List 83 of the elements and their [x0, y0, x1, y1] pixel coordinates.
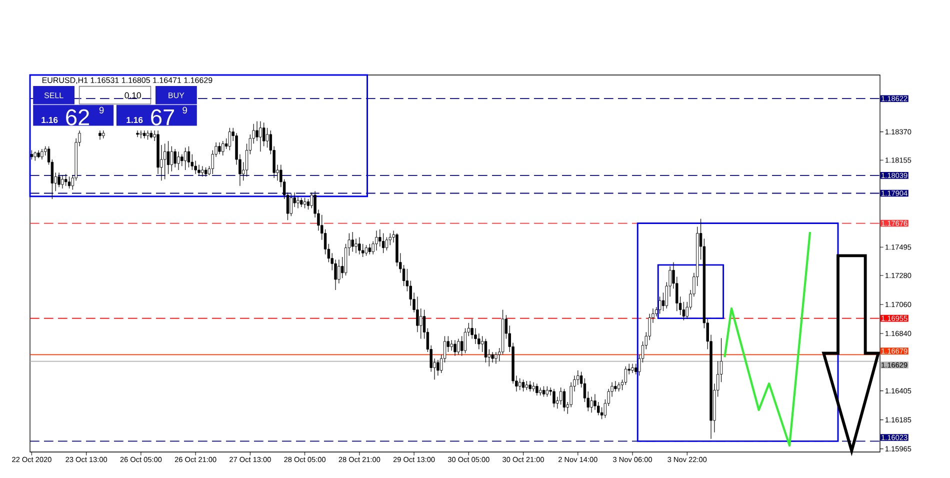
- candlestick: [460, 336, 464, 356]
- candlestick: [180, 154, 184, 166]
- candlestick: [68, 176, 71, 189]
- candlestick: [204, 167, 208, 177]
- candlestick: [494, 352, 498, 364]
- candlestick: [228, 128, 232, 151]
- candlestick: [559, 387, 562, 405]
- candlestick: [385, 236, 388, 251]
- candlestick: [484, 338, 488, 363]
- candlestick: [163, 143, 166, 180]
- candlestick: [457, 338, 460, 355]
- candlestick: [464, 328, 467, 354]
- candlestick: [562, 388, 566, 412]
- candlestick: [338, 259, 340, 284]
- candlestick: [617, 382, 620, 392]
- candlestick: [631, 364, 634, 374]
- candlestick: [300, 197, 303, 208]
- candlestick: [658, 296, 662, 314]
- candlestick: [306, 198, 310, 210]
- candlestick: [542, 386, 546, 398]
- candlestick: [420, 308, 422, 340]
- annotation: 67: [151, 109, 174, 126]
- line-series: [724, 230, 812, 447]
- candlestick: [98, 130, 102, 140]
- candlestick: [174, 148, 176, 168]
- candlestick: [136, 130, 139, 138]
- candlestick: [518, 378, 522, 390]
- candlestick: [266, 128, 269, 148]
- annotation: SELL: [44, 92, 64, 98]
- candlestick: [532, 382, 535, 392]
- candlestick: [590, 396, 593, 413]
- candlestick: [351, 232, 354, 252]
- candlestick: [450, 340, 453, 351]
- candlestick: [201, 166, 204, 177]
- candlestick: [184, 147, 187, 170]
- candlestick: [61, 175, 64, 189]
- candlestick: [64, 174, 68, 186]
- candlestick: [368, 244, 372, 255]
- candlestick: [170, 146, 174, 172]
- candlestick: [187, 146, 190, 168]
- candlestick: [30, 150, 34, 160]
- annotation: 0.10: [124, 92, 141, 98]
- candlestick: [436, 360, 440, 376]
- candlestick: [361, 244, 364, 258]
- annotation: 9: [99, 106, 104, 114]
- candlestick: [454, 340, 456, 356]
- candlestick: [256, 120, 258, 142]
- annotation: 1.16: [126, 116, 143, 124]
- candlestick: [682, 302, 686, 321]
- candlestick: [324, 229, 327, 255]
- candlestick: [166, 140, 170, 174]
- candlestick: [600, 407, 604, 420]
- candlestick: [522, 379, 525, 392]
- candlestick: [34, 151, 36, 162]
- annotation: BUY: [168, 92, 184, 98]
- candlestick: [177, 151, 180, 170]
- candlestick: [614, 380, 617, 392]
- candlestick: [222, 140, 224, 156]
- candlestick: [146, 130, 150, 140]
- candlestick: [303, 197, 306, 209]
- candlestick: [364, 244, 368, 256]
- candlestick: [218, 142, 221, 155]
- candlestick: [358, 236, 361, 255]
- candlestick: [546, 386, 549, 398]
- candlestick: [259, 120, 262, 152]
- candlestick: [528, 380, 532, 392]
- candlestick: [375, 230, 378, 251]
- annotation: 1.16: [42, 116, 58, 124]
- candlestick: [382, 233, 385, 254]
- annotation: 62: [66, 109, 89, 126]
- candlestick: [552, 388, 556, 408]
- chart-title: EURUSD,H1 1.16531 1.16805 1.16471 1.16629: [42, 77, 212, 84]
- candlestick: [354, 238, 358, 254]
- candlestick: [58, 172, 60, 188]
- candlestick: [290, 193, 293, 216]
- annotation: 9: [182, 106, 187, 114]
- candlestick: [296, 196, 300, 209]
- candlestick: [525, 380, 528, 390]
- candlestick: [198, 164, 200, 176]
- candlestick: [140, 130, 142, 139]
- candlestick: [536, 383, 538, 396]
- candlestick: [491, 352, 494, 363]
- candlestick: [40, 148, 44, 160]
